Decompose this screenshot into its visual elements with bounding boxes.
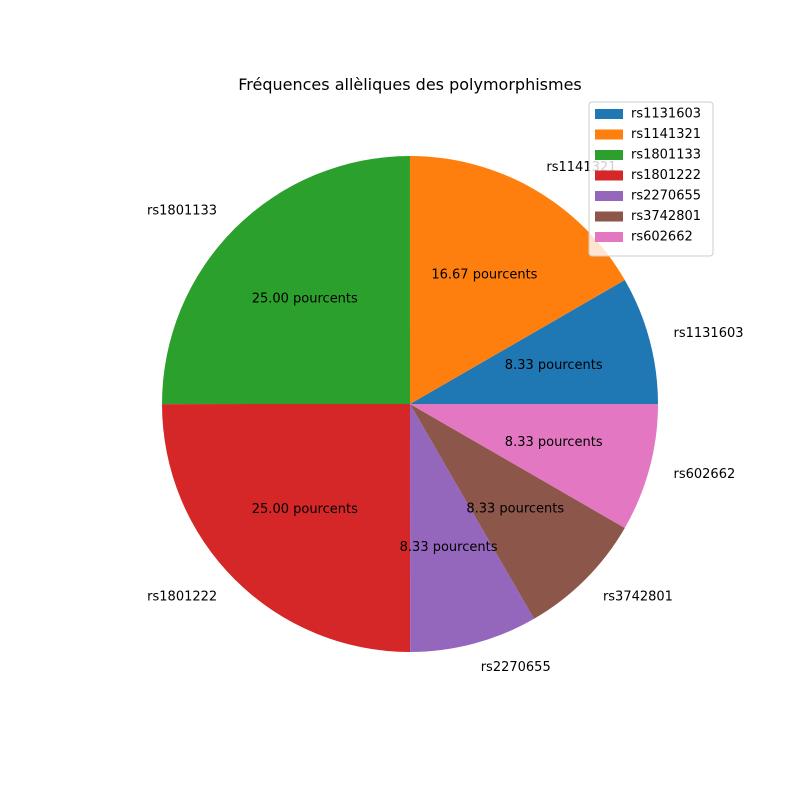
- legend-label-rs2270655: rs2270655: [631, 189, 701, 204]
- slice-label-rs1801133: rs1801133: [147, 204, 217, 219]
- slice-labels: rs1131603rs1141321rs1801133rs1801222rs22…: [147, 160, 743, 675]
- percent-label-rs1131603: 8.33 pourcents: [505, 358, 603, 373]
- percent-label-rs3742801: 8.33 pourcents: [466, 502, 564, 517]
- slice-label-rs1801222: rs1801222: [147, 589, 217, 604]
- legend-label-rs1801133: rs1801133: [631, 148, 701, 163]
- legend-swatch-rs602662: [595, 232, 623, 242]
- pie-slice-rs1141321: [409, 156, 625, 404]
- legend-swatch-rs3742801: [595, 211, 623, 222]
- pie-slices: [162, 156, 658, 653]
- pie-slice-rs1801133: [162, 156, 410, 405]
- legend-label-rs1801222: rs1801222: [631, 168, 701, 183]
- percent-label-rs602662: 8.33 pourcents: [505, 435, 603, 450]
- pie-slice-rs1131603: [410, 280, 658, 404]
- pie-slice-rs3742801: [410, 404, 625, 619]
- slice-label-rs1131603: rs1131603: [674, 326, 744, 341]
- percent-label-rs1141321: 16.67 pourcents: [431, 268, 537, 283]
- legend-swatch-rs1801133: [595, 150, 623, 160]
- percent-labels: 8.33 pourcents 16.67 pourcents 25.00 pourc…: [252, 268, 603, 556]
- slice-label-rs3742801: rs3742801: [603, 589, 673, 604]
- pie-slice-rs602662: [410, 404, 658, 528]
- pie-slice-rs1801222: [162, 404, 411, 653]
- slice-label-rs2270655: rs2270655: [481, 660, 551, 675]
- legend-label-rs1131603: rs1131603: [631, 107, 701, 122]
- percent-label-rs2270655: 8.33 pourcents: [400, 540, 498, 555]
- legend-swatch-rs1801222: [595, 170, 623, 181]
- legend-swatch-rs2270655: [595, 191, 623, 201]
- chart-title: Fréquences allèliques des polymorphismes: [238, 75, 582, 94]
- percent-label-rs1801133: 25.00 pourcents: [252, 291, 358, 306]
- legend-label-rs602662: rs602662: [631, 230, 693, 245]
- slice-label-rs602662: rs602662: [674, 467, 736, 482]
- legend-label-rs1141321: rs1141321: [631, 127, 701, 142]
- pie-slice-rs2270655: [410, 404, 535, 652]
- legend-label-rs3742801: rs3742801: [631, 209, 701, 224]
- legend-swatch-rs1141321: [595, 129, 623, 140]
- percent-label-rs1801222: 25.00 pourcents: [252, 502, 358, 517]
- legend: rs1131603 rs1141321 rs1801133 rs1801222 rs22…: [588, 101, 714, 257]
- legend-swatch-rs1131603: [595, 109, 623, 119]
